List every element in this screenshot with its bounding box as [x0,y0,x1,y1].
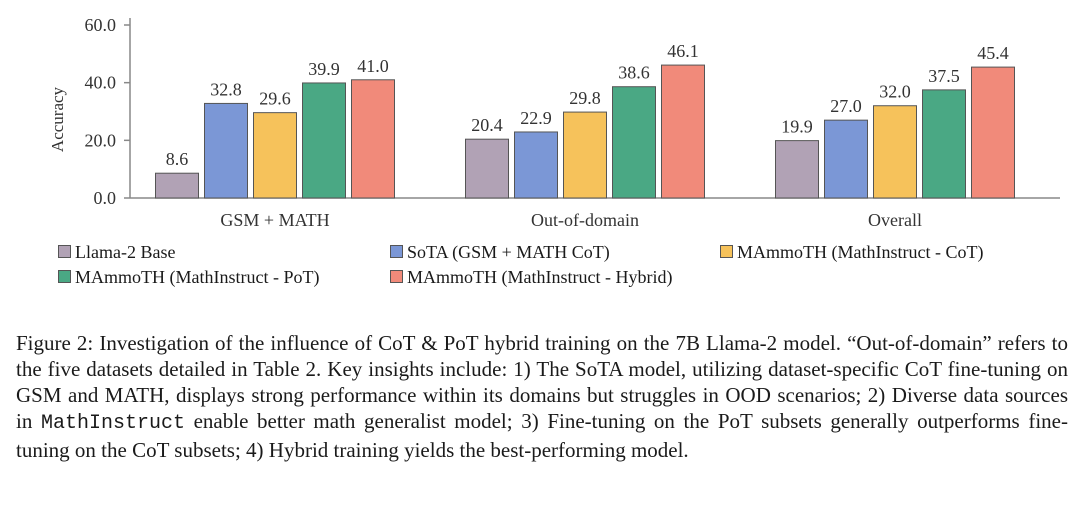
legend-swatch-2 [720,245,733,258]
legend-item-1: SoTA (GSM + MATH CoT) [390,241,610,263]
data-label-0-2: 29.6 [259,89,291,109]
x-tick-label-0: GSM + MATH [220,210,329,230]
data-label-2-3: 37.5 [928,66,960,86]
bar-0-4 [351,79,395,199]
data-label-0-3: 39.9 [308,59,340,79]
data-label-1-2: 29.8 [569,88,601,108]
bar-1-4 [661,64,705,199]
data-label-2-2: 32.0 [879,82,911,102]
bar-0-1 [204,102,248,199]
legend-item-2: MAmmoTH (MathInstruct - CoT) [720,241,983,263]
bar-2-0 [775,140,819,199]
y-tick-label-2: 40.0 [85,73,117,93]
accuracy-bar-chart: 0.0 20.0 40.0 60.0 Accuracy 8.6 32.8 29.6 39.9 41… [48,15,1060,230]
data-label-0-0: 8.6 [166,149,189,169]
legend-item-3: MAmmoTH (MathInstruct - PoT) [58,266,319,288]
legend-item-4: MAmmoTH (MathInstruct - Hybrid) [390,266,672,288]
bar-2-3 [922,89,966,199]
y-tick-label-1: 20.0 [85,130,117,150]
data-label-1-4: 46.1 [667,41,699,61]
bar-0-3 [302,82,346,199]
legend-label-2: MAmmoTH (MathInstruct - CoT) [737,242,984,262]
data-label-2-1: 27.0 [830,96,862,116]
legend-swatch-4 [390,270,403,283]
bar-0-2 [253,112,297,199]
legend-swatch-0 [58,245,71,258]
y-tick-label-0: 0.0 [94,188,117,208]
y-tick-label-3: 60.0 [85,15,117,35]
data-label-0-1: 32.8 [210,79,242,99]
legend-label-4: MAmmoTH (MathInstruct - Hybrid) [407,267,673,287]
x-tick-label-1: Out-of-domain [531,210,639,230]
legend-swatch-1 [390,245,403,258]
legend-label-3: MAmmoTH (MathInstruct - PoT) [75,267,320,287]
bar-1-3 [612,86,656,199]
x-tick-label-2: Overall [868,210,922,230]
bar-2-4 [971,66,1015,199]
data-label-2-4: 45.4 [977,43,1009,63]
data-label-1-0: 20.4 [471,115,503,135]
data-label-1-3: 38.6 [618,63,650,83]
data-label-0-4: 41.0 [357,56,389,76]
bar-1-0 [465,138,509,199]
data-label-2-0: 19.9 [781,117,813,137]
legend-label-0: Llama-2 Base [75,242,176,262]
data-label-1-1: 22.9 [520,108,552,128]
legend-label-1: SoTA (GSM + MATH CoT) [407,242,610,262]
bar-2-1 [824,119,868,199]
caption-text-1: Figure 2: Investigation of the influence… [16,331,1068,433]
figure-caption: Figure 2: Investigation of the influence… [16,330,1068,463]
bar-2-2 [873,105,917,199]
bar-1-2 [563,111,607,199]
chart-legend: Llama-2 Base SoTA (GSM + MATH CoT) MAmmo… [58,241,1068,289]
legend-swatch-3 [58,270,71,283]
bar-0-0 [155,172,199,199]
bar-1-1 [514,131,558,199]
y-axis-label: Accuracy [48,86,67,152]
caption-text-2: enable better math generalist model; 3) … [16,409,1068,462]
legend-item-0: Llama-2 Base [58,241,175,263]
caption-code-term: MathInstruct [40,412,185,435]
